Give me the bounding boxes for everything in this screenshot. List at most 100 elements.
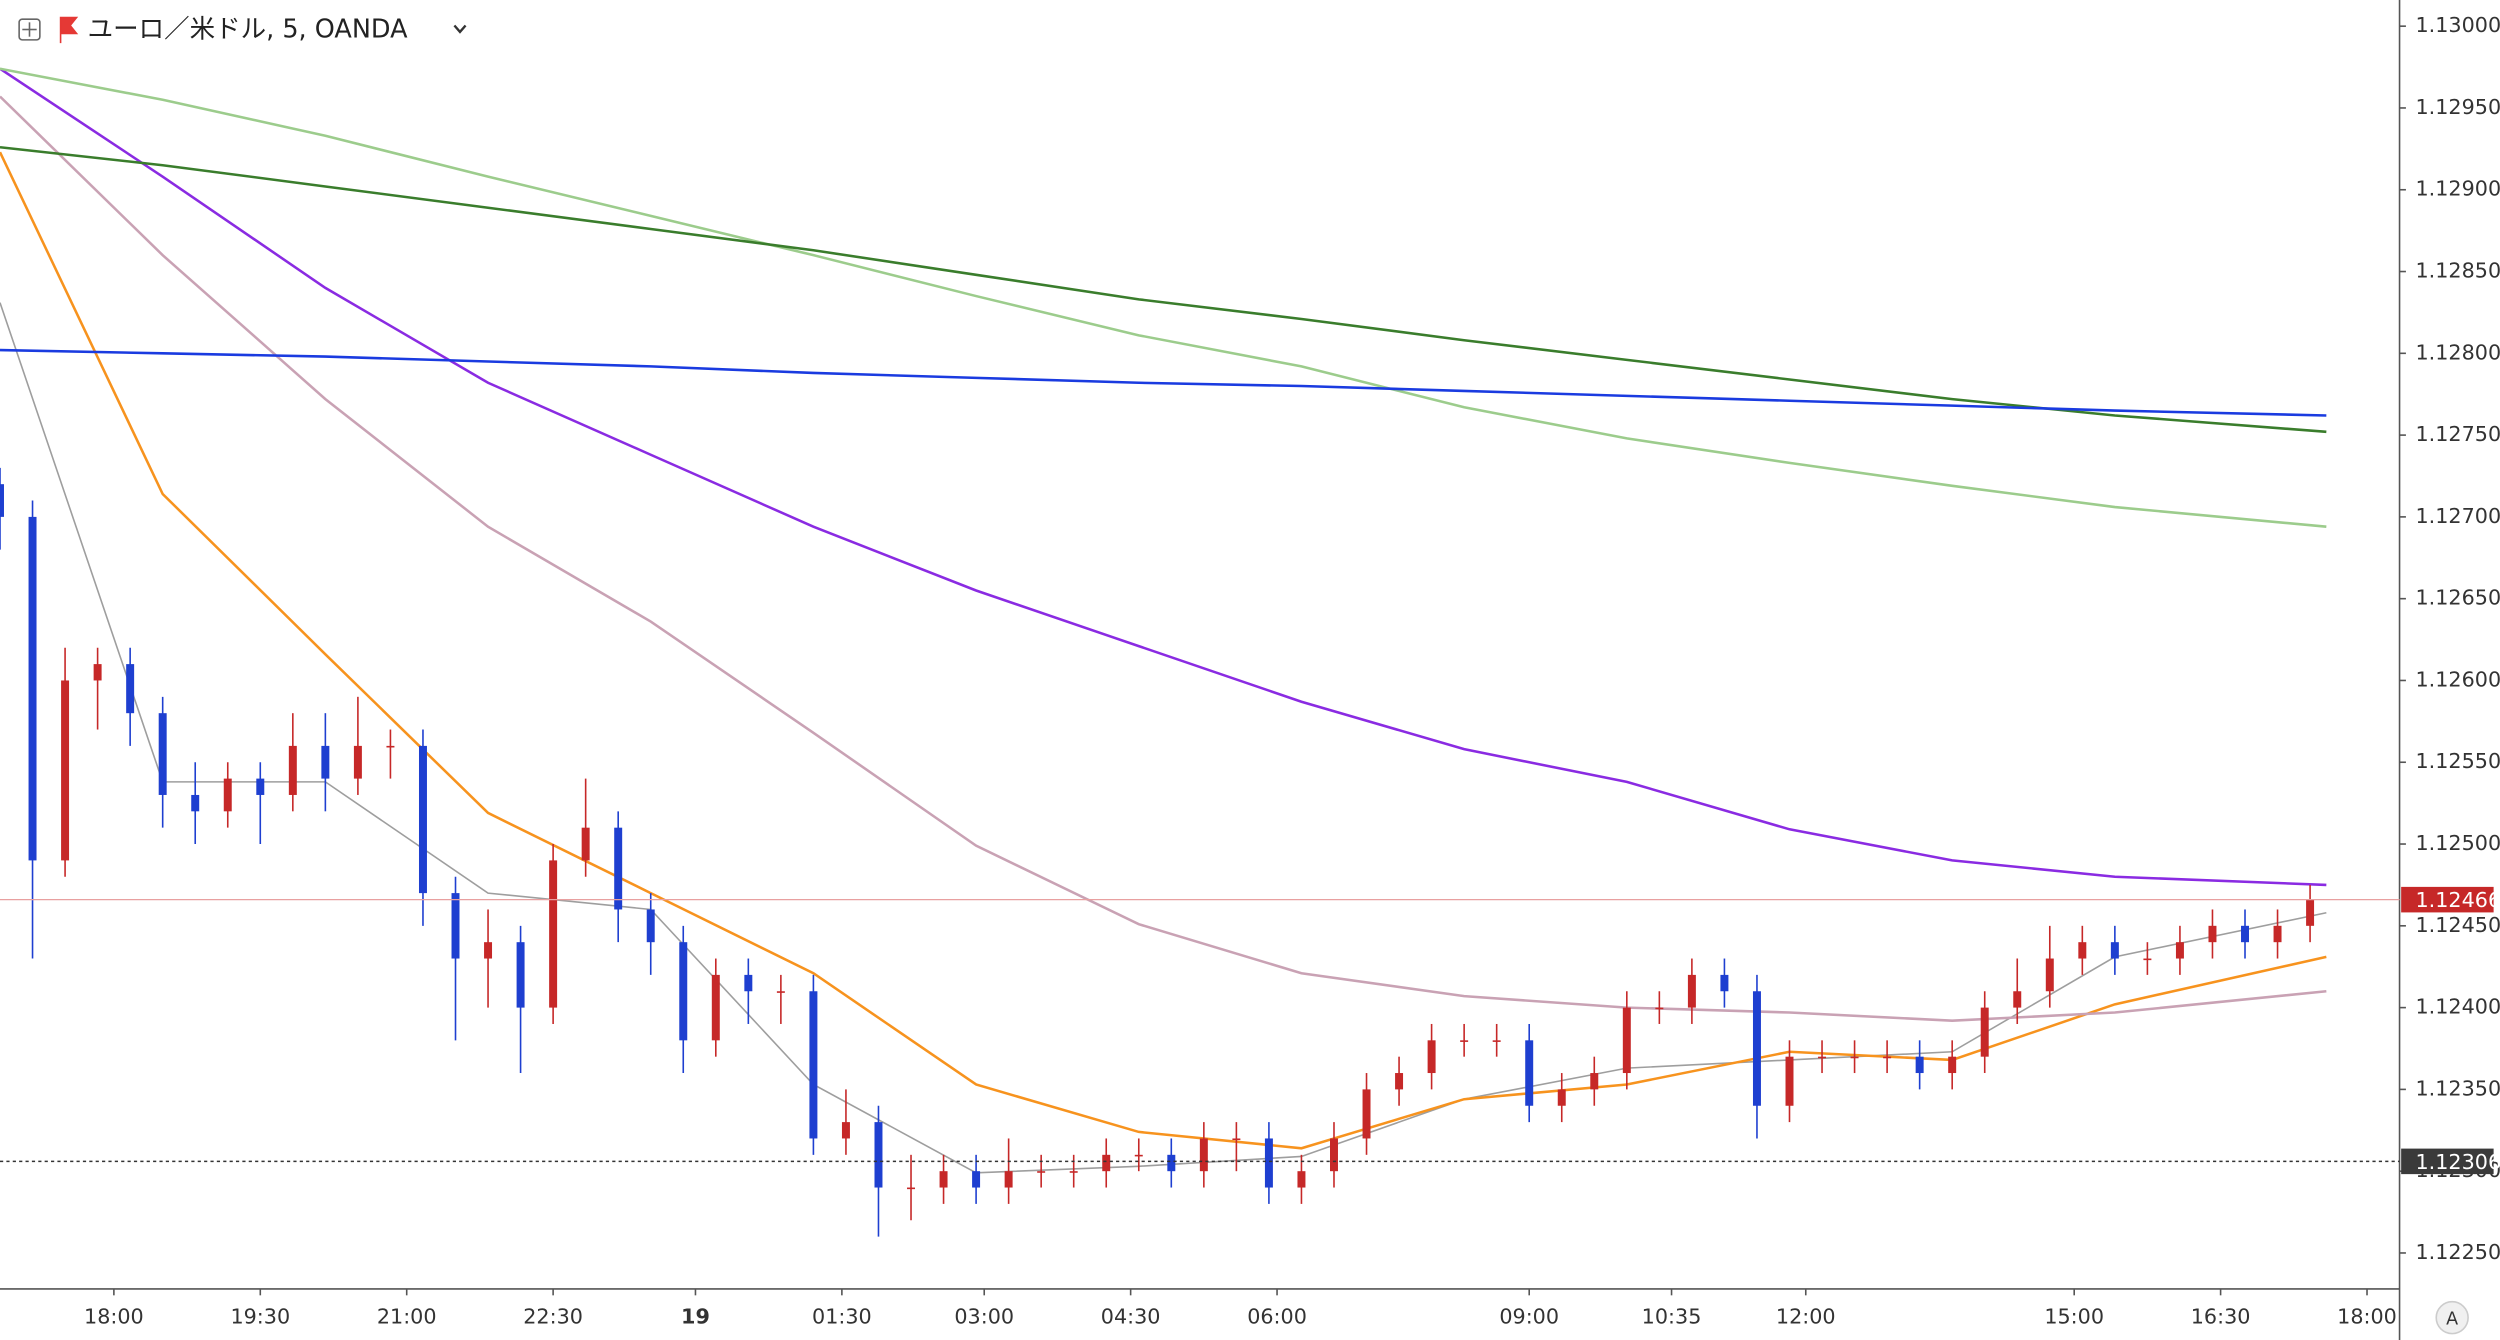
candle-body	[386, 745, 395, 748]
candle-body	[2110, 942, 2119, 959]
dropdown-chevron[interactable]	[453, 24, 467, 34]
candle-body	[1069, 1171, 1078, 1173]
y-tick-label: 1.12250	[2415, 1240, 2500, 1264]
x-tick-label: 10:35	[1642, 1305, 1702, 1329]
x-tick-label: 15:00	[2044, 1305, 2104, 1329]
candle-body	[1980, 1007, 1989, 1057]
candle-body	[516, 942, 525, 1008]
candle-body	[907, 1187, 916, 1190]
candle-body	[614, 827, 623, 910]
y-tick-label: 1.12850	[2415, 259, 2500, 283]
candle-body	[484, 942, 493, 959]
candle-body	[288, 745, 297, 795]
candle-body	[1492, 1040, 1501, 1042]
moving-average-line	[0, 67, 2327, 887]
button-bg[interactable]	[2435, 1300, 2469, 1335]
candle-body	[353, 745, 362, 779]
candle-body	[1590, 1073, 1599, 1090]
candle-body	[1720, 974, 1729, 992]
candle-body	[93, 664, 102, 681]
candle-body	[744, 974, 753, 992]
candle-body	[1004, 1171, 1013, 1188]
y-tick-label: 1.12900	[2415, 177, 2500, 201]
candle-body	[2013, 991, 2022, 1008]
x-tick-label: 12:00	[1776, 1305, 1836, 1329]
moving-average-line	[0, 67, 2327, 528]
candle-body	[28, 516, 37, 861]
candle-body	[1850, 1056, 1859, 1059]
x-tick-label: 18:00	[84, 1305, 144, 1329]
candle-body	[1785, 1056, 1794, 1106]
last-price-label: 1.12466	[2415, 888, 2500, 912]
candle-body	[1102, 1154, 1111, 1172]
candle-body	[1883, 1056, 1892, 1059]
candle-body	[0, 484, 4, 517]
button-label[interactable]: A	[2446, 1309, 2458, 1329]
candle-body	[1525, 1040, 1534, 1106]
x-tick-label: 18:00	[2337, 1305, 2397, 1329]
flag-icon	[59, 16, 79, 44]
candle-body	[1915, 1056, 1924, 1074]
candle-body	[321, 745, 330, 779]
candle-body	[1948, 1056, 1957, 1074]
candle-body	[2175, 942, 2184, 959]
candle-body	[158, 713, 167, 795]
add-icon[interactable]	[18, 18, 41, 41]
y-tick-label: 1.12350	[2415, 1076, 2500, 1100]
candle-body	[2078, 942, 2087, 959]
candle-body	[61, 680, 70, 861]
candle-body	[2208, 925, 2217, 943]
candle-body	[223, 778, 232, 812]
y-tick-label: 1.12650	[2415, 586, 2500, 610]
candle-body	[1752, 991, 1761, 1106]
candle-body	[1655, 1007, 1664, 1010]
auto-scale-button[interactable]: A	[2435, 1300, 2469, 1335]
x-tick-label: 01:30	[812, 1305, 872, 1329]
x-tick-label: 03:00	[954, 1305, 1014, 1329]
candle-body	[1037, 1171, 1046, 1173]
candle-body	[1395, 1073, 1404, 1090]
x-tick-label: 19	[681, 1305, 710, 1329]
candle-body	[418, 745, 427, 894]
y-tick-label: 1.12450	[2415, 913, 2500, 937]
candle-body	[679, 942, 688, 1041]
marker-price-label: 1.12306	[2415, 1150, 2500, 1174]
candle-body	[1232, 1138, 1241, 1141]
x-tick-label: 21:00	[377, 1305, 437, 1329]
y-tick-label: 1.12550	[2415, 749, 2500, 773]
y-tick-label: 1.12950	[2415, 95, 2500, 119]
candle-body	[2273, 925, 2282, 943]
symbol-header[interactable]: ユーロ／米ドル, 5, OANDA	[18, 14, 467, 44]
candle-body	[1199, 1138, 1208, 1172]
last-price-badge	[2401, 886, 2494, 913]
chart-title[interactable]: ユーロ／米ドル, 5, OANDA	[88, 14, 408, 44]
candle-body	[1557, 1089, 1566, 1106]
candle-body	[809, 991, 818, 1139]
candle-body	[1362, 1089, 1371, 1139]
candle-body	[1167, 1154, 1176, 1172]
y-tick-label: 1.12750	[2415, 422, 2500, 446]
candle-body	[1134, 1154, 1143, 1157]
y-tick-label: 1.12700	[2415, 504, 2500, 528]
moving-average-line	[0, 348, 2327, 417]
candle-body	[939, 1171, 948, 1188]
x-tick-label: 04:30	[1101, 1305, 1161, 1329]
candle-body	[972, 1171, 981, 1188]
candle-body	[711, 974, 720, 1041]
x-tick-label: 19:30	[230, 1305, 290, 1329]
y-tick-label: 1.13000	[2415, 13, 2500, 37]
candle-body	[1297, 1171, 1306, 1188]
candle-body	[191, 794, 200, 812]
candle-body	[2306, 899, 2315, 926]
y-tick-label: 1.12400	[2415, 995, 2500, 1019]
x-tick-label: 09:00	[1499, 1305, 1559, 1329]
candle-body	[1264, 1138, 1273, 1188]
candle-body	[451, 893, 460, 959]
candle-body	[646, 909, 655, 943]
candle-body	[256, 778, 265, 795]
candle-body	[2143, 958, 2152, 961]
moving-average-line	[0, 145, 2327, 434]
y-tick-label: 1.12600	[2415, 667, 2500, 691]
